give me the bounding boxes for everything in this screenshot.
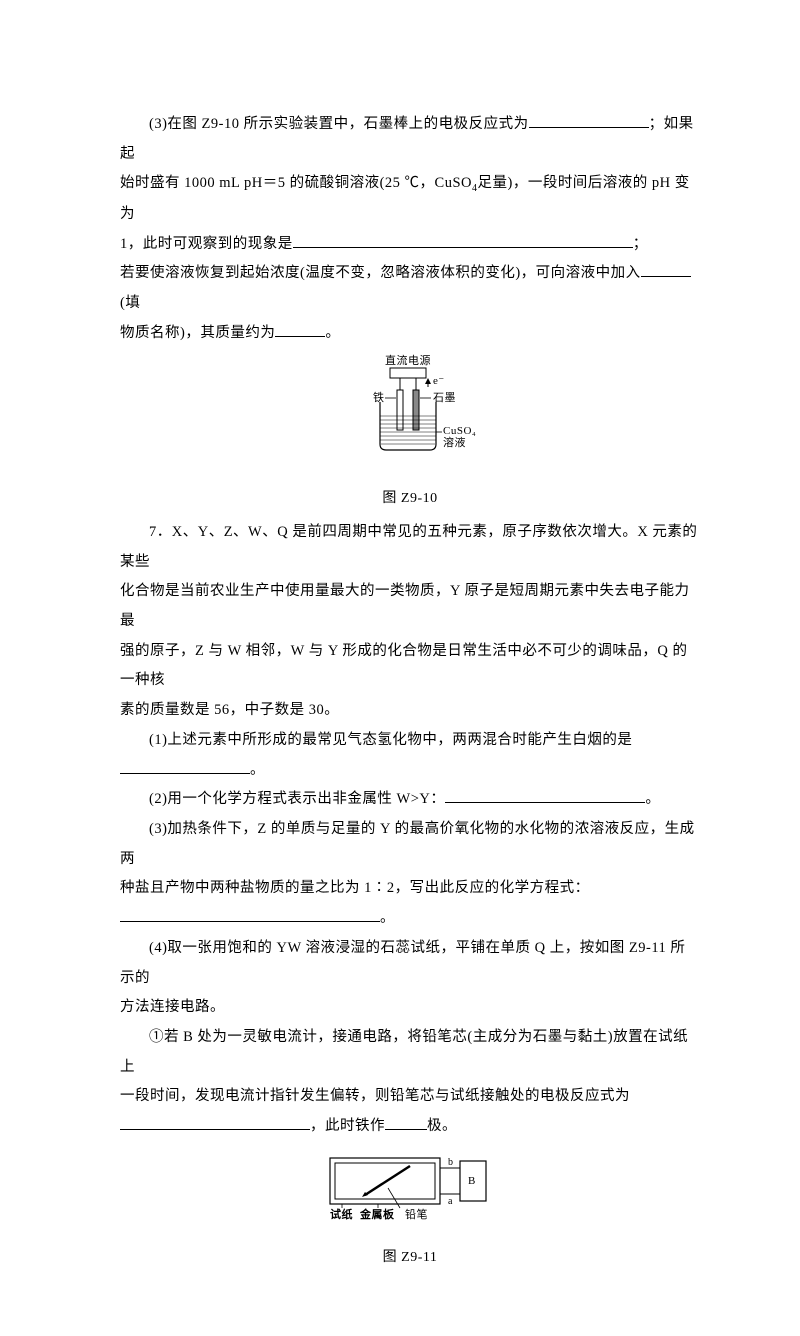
- q7-p4-c: ①若 B 处为一灵敏电流计，接通电路，将铅笔芯(主成分为石墨与黏土)放置在试纸上: [120, 1023, 700, 1082]
- q7-p3-c: 。: [120, 904, 700, 934]
- dc-label: 直流电源: [385, 354, 431, 367]
- text: 若要使溶液恢复到起始浓度(温度不变，忽略溶液体积的变化)，可向溶液中加入: [120, 265, 641, 281]
- text: 始时盛有 1000 mL pH＝5 的硫酸铜溶液(25 ℃，CuSO: [120, 175, 472, 191]
- B-label: B: [468, 1175, 476, 1187]
- q7-p3-b: 种盐且产物中两种盐物质的量之比为 1∶2，写出此反应的化学方程式：: [120, 874, 700, 904]
- text: 1，此时可观察到的现象是: [120, 236, 293, 252]
- fig1-caption: 图 Z9-10: [120, 485, 700, 514]
- blank: [385, 1115, 427, 1131]
- b-label: b: [448, 1157, 454, 1168]
- q7-p4-b: 方法连接电路。: [120, 993, 700, 1023]
- q7-p4-e: ，此时铁作极。: [120, 1112, 700, 1142]
- q7-intro-3: 强的原子，Z 与 W 相邻，W 与 Y 形成的化合物是日常生活中必不可少的调味品…: [120, 637, 700, 696]
- q7-p1-b: 。: [120, 756, 700, 786]
- blank: [293, 232, 633, 248]
- q7-intro-2: 化合物是当前农业生产中使用量最大的一类物质，Y 原子是短周期元素中失去电子能力最: [120, 577, 700, 636]
- q7-p2: (2)用一个化学方程式表示出非金属性 W>Y： 。: [120, 785, 700, 815]
- text: (填: [120, 295, 140, 311]
- document-page: (3)在图 Z9-10 所示实验装置中，石墨棒上的电极反应式为；如果起 始时盛有…: [0, 0, 800, 1336]
- text: (3)在图 Z9-10 所示实验装置中，石墨棒上的电极反应式为: [149, 116, 529, 132]
- q7-p4-d: 一段时间，发现电流计指针发生偏转，则铅笔芯与试纸接触处的电极反应式为: [120, 1082, 700, 1112]
- fig2-caption: 图 Z9-11: [120, 1244, 700, 1273]
- metal-label: 金属板: [359, 1207, 395, 1221]
- electron-label: e⁻: [433, 375, 445, 387]
- q6-p3-line2: 始时盛有 1000 mL pH＝5 的硫酸铜溶液(25 ℃，CuSO4足量)，一…: [120, 169, 700, 229]
- solution-label: 溶液: [443, 435, 466, 449]
- q7-intro-4: 素的质量数是 56，中子数是 30。: [120, 696, 700, 726]
- blank: [120, 907, 380, 923]
- text: 。: [645, 791, 660, 807]
- blank: [529, 113, 649, 129]
- paper-label: 试纸: [330, 1207, 353, 1221]
- blank: [120, 1115, 310, 1131]
- figure-z9-11: b a B 试纸 金属板 铅笔: [120, 1148, 700, 1240]
- q7-intro-1: 7．X、Y、Z、W、Q 是前四周期中常见的五种元素，原子序数依次增大。X 元素的…: [120, 518, 700, 577]
- cuso4-label: CuSO₄: [443, 425, 476, 437]
- a-label: a: [448, 1196, 453, 1207]
- figure-z9-10: 直流电源 e⁻ 铁 石墨 CuSO₄: [120, 354, 700, 481]
- text: 。: [250, 762, 265, 778]
- blank: [641, 262, 691, 278]
- q6-p3-line3: 1，此时可观察到的现象是 ；: [120, 230, 700, 260]
- text: 。: [380, 910, 395, 926]
- text: 物质名称)，其质量约为: [120, 325, 275, 341]
- q6-p3-line5: 物质名称)，其质量约为 。: [120, 319, 700, 349]
- blank: [120, 758, 250, 774]
- fe-label: 铁: [373, 391, 385, 404]
- blank: [445, 788, 645, 804]
- text: 。: [325, 325, 340, 341]
- text: ；: [633, 236, 648, 252]
- text: (2)用一个化学方程式表示出非金属性 W>Y：: [149, 791, 445, 807]
- q6-p3-line4: 若要使溶液恢复到起始浓度(温度不变，忽略溶液体积的变化)，可向溶液中加入 (填: [120, 259, 700, 318]
- pencil-label: 铅笔: [405, 1207, 428, 1221]
- q7-p3-a: (3)加热条件下，Z 的单质与足量的 Y 的最高价氧化物的水化物的浓溶液反应，生…: [120, 815, 700, 874]
- blank: [275, 321, 325, 337]
- q6-p3-line1: (3)在图 Z9-10 所示实验装置中，石墨棒上的电极反应式为；如果起: [120, 110, 700, 169]
- q7-p4-a: (4)取一张用饱和的 YW 溶液浸湿的石蕊试纸，平铺在单质 Q 上，按如图 Z9…: [120, 934, 700, 993]
- q7-p1-a: (1)上述元素中所形成的最常见气态氢化物中，两两混合时能产生白烟的是: [120, 726, 700, 756]
